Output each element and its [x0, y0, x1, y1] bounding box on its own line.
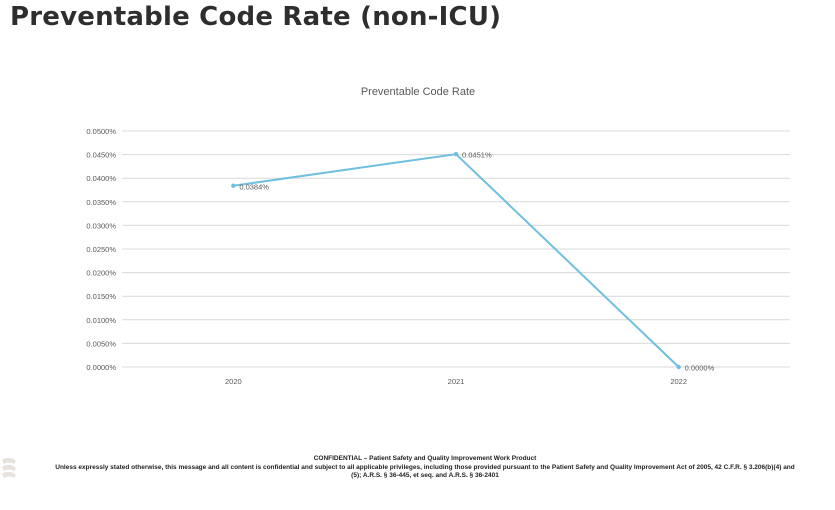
logo-icon: [2, 457, 16, 478]
chart-title: Preventable Code Rate: [361, 86, 475, 98]
x-axis-tick-labels: 2020 2021 2022: [225, 377, 687, 386]
x-tick-label: 2022: [670, 377, 687, 386]
y-tick-label: 0.0450%: [86, 151, 116, 160]
footer-confidential-label: CONFIDENTIAL – Patient Safety and Qualit…: [313, 455, 537, 462]
x-tick-label: 2021: [448, 377, 465, 386]
y-tick-label: 0.0400%: [86, 174, 116, 183]
data-labels: 0.0384% 0.0451% 0.0000%: [239, 151, 714, 373]
footer-notice-text: Unless expressly stated otherwise, this …: [55, 463, 795, 480]
confidentiality-footer: CONFIDENTIAL – Patient Safety and Qualit…: [50, 455, 800, 481]
y-tick-label: 0.0200%: [86, 269, 116, 278]
y-tick-label: 0.0100%: [86, 316, 116, 325]
chart-gridlines: [122, 130, 790, 368]
y-tick-label: 0.0000%: [86, 363, 116, 372]
y-tick-label: 0.0300%: [86, 221, 116, 230]
line-chart: Preventable Code Rate 0.0000% 0.0050% 0.01…: [86, 86, 790, 386]
data-point: [231, 183, 236, 188]
y-tick-label: 0.0350%: [86, 198, 116, 207]
y-tick-label: 0.0050%: [86, 339, 116, 348]
y-tick-label: 0.0250%: [86, 245, 116, 254]
data-point: [453, 151, 459, 157]
chart-series: [231, 151, 681, 370]
y-tick-label: 0.0500%: [86, 127, 116, 136]
series-line: [233, 153, 680, 368]
y-tick-label: 0.0150%: [86, 292, 116, 301]
data-label: 0.0000%: [685, 364, 715, 373]
y-axis-tick-labels: 0.0000% 0.0050% 0.0100% 0.0150% 0.0200% 0.025…: [86, 127, 116, 372]
data-label: 0.0451%: [462, 151, 492, 160]
page-title: Preventable Code Rate (non-ICU): [10, 2, 502, 32]
data-point: [676, 364, 681, 370]
data-label: 0.0384%: [239, 182, 269, 191]
x-tick-label: 2020: [225, 377, 242, 386]
